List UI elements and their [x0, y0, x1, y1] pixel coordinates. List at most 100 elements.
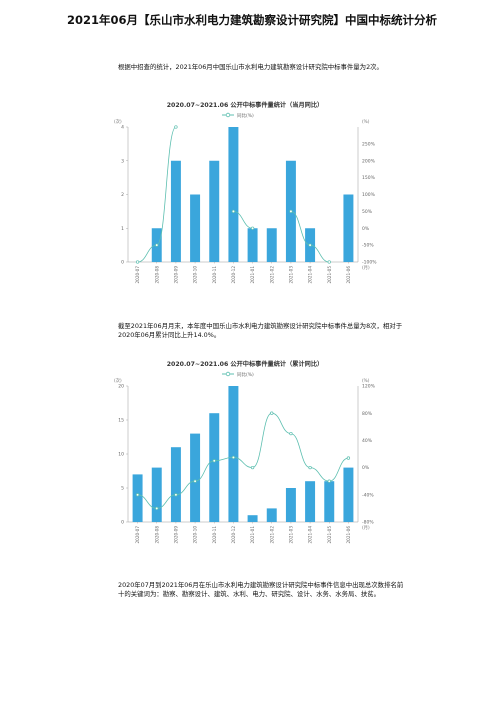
bar: [228, 386, 239, 522]
y-axis-unit-right: (%): [362, 378, 370, 384]
yoy-point: [308, 465, 312, 470]
bar: [247, 515, 258, 522]
x-tick-label: 2021-06: [346, 266, 351, 284]
legend-label: 同比(%): [237, 371, 254, 378]
y2-tick-label: -80%: [362, 520, 374, 526]
bar: [170, 160, 181, 262]
bar: [190, 433, 201, 522]
x-tick-label: 2021-05: [327, 526, 332, 544]
yoy-point: [193, 479, 197, 483]
bar: [305, 481, 316, 522]
yoy-point: [174, 493, 178, 497]
summary-paragraph-monthly: 根据中招查的统计，2021年06月中国乐山市水利电力建筑勘察设计研究院中标事件量…: [118, 63, 383, 71]
bar: [266, 228, 277, 262]
y-tick-label: 10: [118, 452, 124, 458]
cumulative-yoy-chart: 2020.07~2021.06 公开中标事件量统计（累计同比） 同比(%) (次) (…: [114, 360, 376, 544]
x-tick-label: 2020-12: [231, 266, 236, 284]
monthly-yoy-chart: 2020.07~2021.06 公开中标事件量统计（当月同比） 同比(%) (次) (…: [114, 101, 377, 284]
y2-tick-label: 40%: [362, 438, 373, 444]
bar: [170, 447, 181, 522]
x-tick-label: 2020-11: [212, 266, 217, 284]
chart-title: 2020.07~2021.06 公开中标事件量统计（当月同比）: [167, 101, 324, 109]
yoy-point: [289, 431, 293, 436]
summary-paragraph-cumulative: 截至2021年06月月末，本年度中国乐山市水利电力建筑勘察设计研究院中标事件总量…: [118, 322, 403, 339]
x-tick-label: 2020-08: [154, 526, 159, 544]
yoy-point: [308, 243, 312, 247]
x-tick-label: 2021-02: [269, 266, 274, 284]
y-tick-label: 20: [118, 384, 124, 390]
yoy-point: [250, 465, 255, 470]
y2-tick-label: -40%: [362, 492, 374, 498]
x-tick-label: 2020-09: [174, 526, 179, 544]
yoy-point: [327, 260, 331, 264]
bar: [132, 474, 143, 522]
y-tick-label: 0: [121, 260, 124, 266]
yoy-point: [346, 456, 351, 460]
legend-marker: [225, 371, 231, 377]
x-tick-label: 2021-02: [269, 526, 274, 544]
x-axis-unit: (月): [362, 265, 370, 271]
y2-tick-label: 100%: [362, 192, 376, 198]
x-tick-label: 2020-08: [154, 266, 159, 284]
yoy-point: [174, 125, 178, 129]
y-tick-label: 4: [121, 125, 124, 131]
bar: [324, 481, 335, 522]
yoy-point: [327, 479, 331, 483]
x-tick-label: 2021-03: [289, 266, 294, 284]
bar: [209, 413, 220, 522]
chart-title: 2020.07~2021.06 公开中标事件量统计（累计同比）: [167, 360, 324, 368]
page-title: 2021年06月【乐山市水利电力建筑勘察设计研究院】中国中标统计分析: [66, 13, 437, 27]
bar: [151, 467, 162, 522]
x-tick-label: 2021-03: [289, 526, 294, 544]
y2-tick-label: 0%: [362, 465, 370, 471]
bar: [343, 467, 354, 522]
bar: [190, 194, 201, 262]
bar: [209, 160, 220, 262]
yoy-point: [250, 226, 255, 230]
y2-tick-label: 200%: [362, 158, 376, 164]
x-tick-label: 2021-04: [308, 526, 313, 544]
y-tick-label: 1: [121, 226, 124, 232]
y-tick-label: 15: [118, 418, 124, 424]
x-tick-label: 2020-07: [135, 526, 140, 544]
x-tick-label: 2021-01: [250, 266, 255, 284]
y-axis-unit-left: (次): [114, 118, 122, 125]
yoy-series-line: [137, 126, 177, 263]
yoy-point: [212, 459, 216, 463]
yoy-series-line: [137, 412, 349, 509]
y-tick-label: 3: [121, 158, 124, 164]
y2-tick-label: 250%: [362, 141, 376, 147]
x-tick-label: 2020-11: [212, 526, 217, 544]
x-tick-label: 2021-06: [346, 526, 351, 544]
yoy-point: [155, 243, 159, 247]
y-tick-label: 5: [121, 486, 124, 492]
yoy-point: [231, 455, 236, 460]
y2-tick-label: 80%: [362, 411, 373, 417]
bar: [247, 228, 258, 262]
x-tick-label: 2020-07: [135, 266, 140, 284]
yoy-point: [231, 209, 236, 214]
legend-label: 同比(%): [237, 112, 254, 119]
x-tick-label: 2021-01: [250, 526, 255, 544]
y-axis-unit-right: (%): [362, 119, 370, 125]
yoy-point: [135, 493, 140, 497]
bar: [228, 127, 239, 262]
y-axis-unit-left: (次): [114, 377, 122, 384]
x-tick-label: 2021-05: [327, 266, 332, 284]
yoy-point: [270, 411, 274, 415]
bar: [285, 488, 296, 522]
keywords-paragraph: 2020年07月到2021年06月在乐山市水利电力建筑勘察设计研究院中标事件信息…: [118, 581, 404, 598]
y2-tick-label: 50%: [362, 209, 373, 215]
y2-tick-label: -50%: [362, 243, 374, 249]
y-tick-label: 0: [121, 520, 124, 526]
x-axis-unit: (月): [362, 525, 370, 531]
y2-tick-label: 0%: [362, 226, 370, 232]
y2-tick-label: 150%: [362, 175, 376, 181]
x-tick-label: 2020-10: [193, 266, 198, 284]
bar: [343, 194, 354, 262]
x-tick-label: 2020-12: [231, 526, 236, 544]
yoy-point: [289, 209, 293, 214]
yoy-point: [155, 506, 159, 511]
bar: [266, 508, 277, 522]
y-tick-label: 2: [121, 192, 124, 198]
